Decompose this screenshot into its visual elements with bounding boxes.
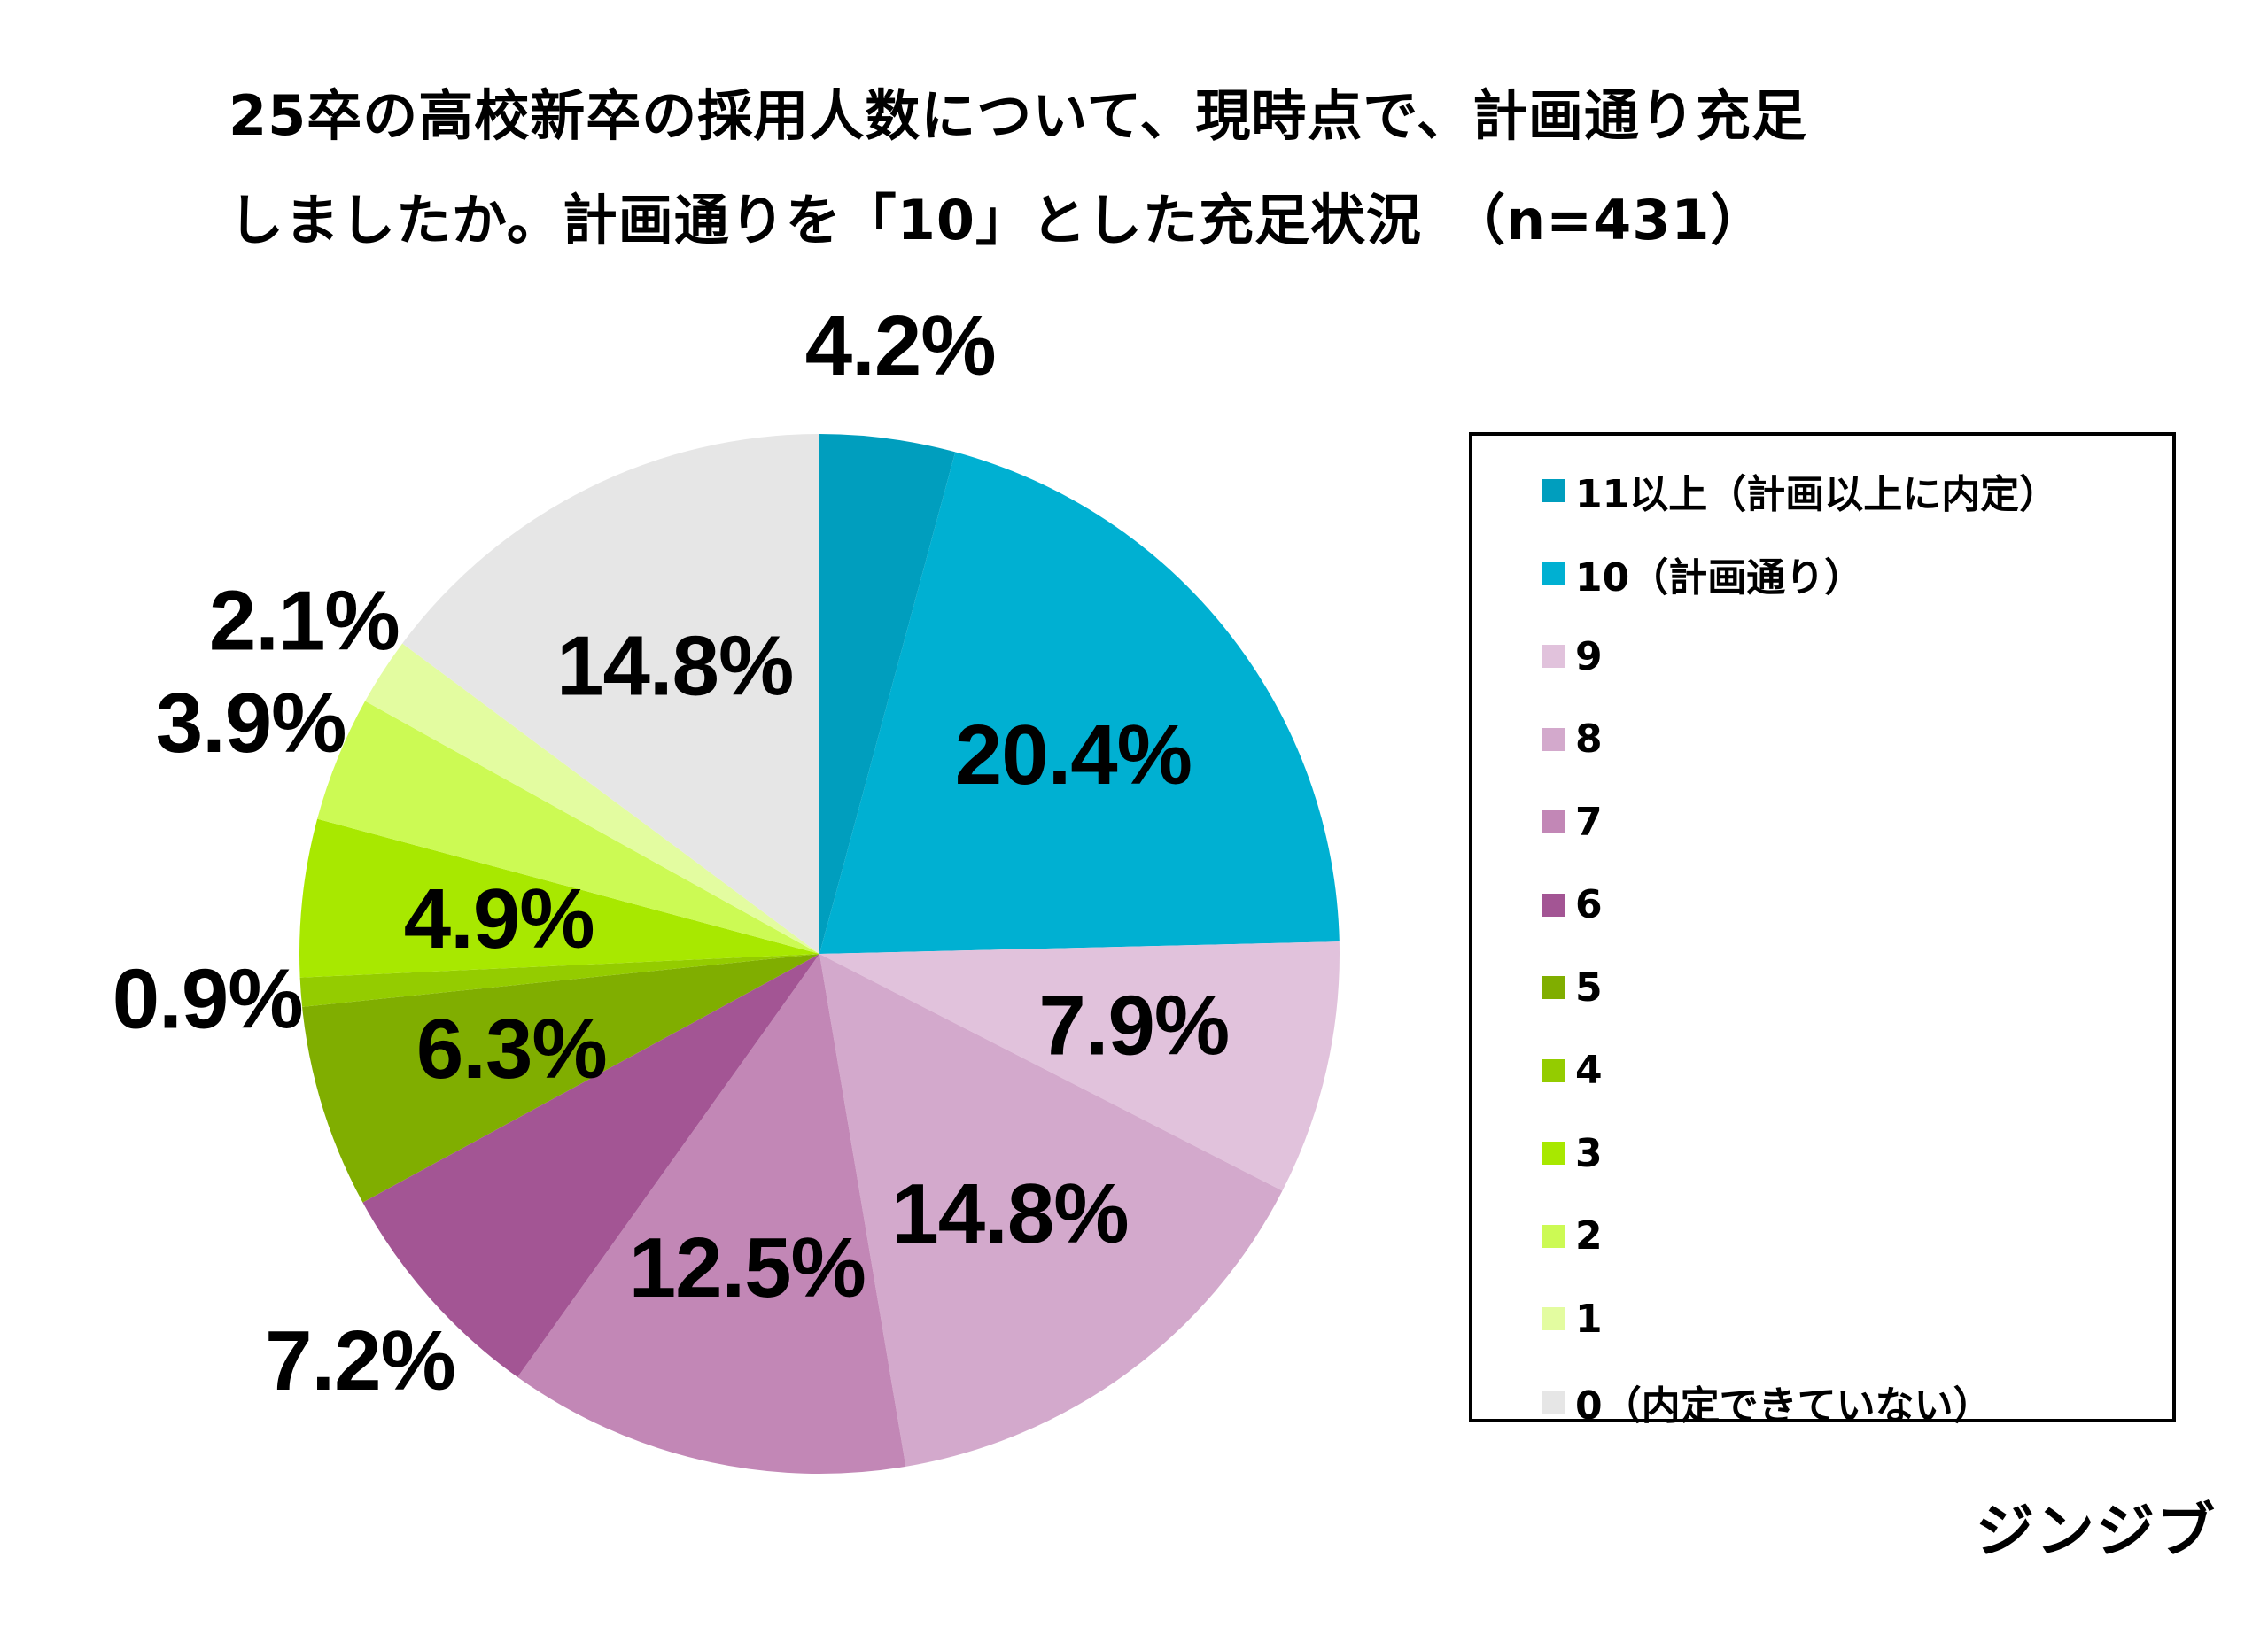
legend-swatch xyxy=(1542,1307,1565,1330)
legend-swatch xyxy=(1542,1390,1565,1414)
pie-slice-7 xyxy=(299,954,819,1007)
legend-item: 3 xyxy=(1542,1127,1603,1180)
legend-item: 4 xyxy=(1542,1044,1603,1097)
legend-item: 11以上（計画以上に内定） xyxy=(1542,464,2058,517)
pie-slices xyxy=(299,434,1340,1475)
pie-slice-5 xyxy=(362,954,819,1377)
pie-slice-10 xyxy=(365,643,820,954)
pie-label-1: 20.4% xyxy=(955,708,1192,802)
legend-swatch xyxy=(1542,727,1565,751)
pie-slice-8 xyxy=(299,818,820,978)
legend-item: 6 xyxy=(1542,879,1603,932)
legend-swatch xyxy=(1542,1224,1565,1248)
pie-label-2: 7.9% xyxy=(1038,979,1229,1073)
pie-data-labels: 4.2% 20.4% 7.9% 14.8% 12.5% 7.2% 6.3% 0.9% 4.9% 3… xyxy=(113,298,1230,1408)
legend-label: 2 xyxy=(1575,1213,1603,1259)
legend-swatch xyxy=(1542,810,1565,833)
legend-item: 2 xyxy=(1542,1210,1603,1263)
pie-label-10: 2.1% xyxy=(209,573,400,668)
pie-slice-6 xyxy=(302,954,819,1203)
pie-slice-2 xyxy=(819,941,1340,1191)
legend-swatch xyxy=(1542,479,1565,502)
legend-item: 5 xyxy=(1542,961,1603,1014)
legend-label: 11以上（計画以上に内定） xyxy=(1575,472,2059,517)
legend-label: 10（計画通り） xyxy=(1575,554,1864,600)
legend-swatch xyxy=(1542,1142,1565,1165)
chart-title-line-2: しましたか。計画通りを「10」とした充足状況 （n=431） xyxy=(229,188,1767,252)
legend-label: 4 xyxy=(1575,1048,1603,1093)
legend-label: 1 xyxy=(1575,1296,1603,1342)
pie-label-0: 4.2% xyxy=(805,298,996,393)
pie-slice-1 xyxy=(819,452,1340,954)
pie-label-6: 6.3% xyxy=(416,1002,607,1096)
pie-label-11: 14.8% xyxy=(556,618,793,713)
pie-slice-3 xyxy=(819,954,1283,1467)
legend-label: 9 xyxy=(1575,633,1603,679)
legend-label: 8 xyxy=(1575,717,1603,762)
legend-item: 10（計画通り） xyxy=(1542,547,1863,600)
legend-label: 5 xyxy=(1575,965,1603,1011)
pie-label-8: 4.9% xyxy=(404,872,594,966)
legend-label: 0（内定できていない） xyxy=(1575,1383,1992,1429)
legend-item: 9 xyxy=(1542,630,1603,683)
legend-item: 0（内定できていない） xyxy=(1542,1375,1992,1429)
legend-item: 7 xyxy=(1542,795,1603,848)
chart-title-line-1: 25卒の高校新卒の採用人数について、現時点で、計画通り充足 xyxy=(229,83,1807,148)
pie-label-4: 12.5% xyxy=(629,1220,866,1315)
pie-slice-0 xyxy=(819,434,956,954)
pie-slice-4 xyxy=(517,954,906,1475)
legend-label: 7 xyxy=(1575,799,1603,845)
legend-label: 3 xyxy=(1575,1130,1603,1176)
legend-label: 6 xyxy=(1575,882,1603,927)
legend-swatch xyxy=(1542,562,1565,585)
chart-legend: 11以上（計画以上に内定） 10（計画通り） 9 8 7 6 5 4 3 2 1 0（内定できていない… xyxy=(1469,432,2176,1429)
pie-slice-9 xyxy=(317,701,819,954)
pie-label-7: 0.9% xyxy=(113,952,303,1047)
legend-item: 1 xyxy=(1542,1292,1603,1345)
chart-title: 25卒の高校新卒の採用人数について、現時点で、計画通り充足 しましたか。計画通り… xyxy=(229,64,2089,273)
pie-slice-11 xyxy=(402,434,819,954)
legend-swatch xyxy=(1542,1058,1565,1082)
legend-item: 8 xyxy=(1542,713,1603,766)
pie-label-9: 3.9% xyxy=(156,676,346,771)
pie-label-5: 7.2% xyxy=(265,1313,455,1408)
pie-label-3: 14.8% xyxy=(891,1166,1128,1261)
legend-swatch xyxy=(1542,893,1565,917)
legend-swatch xyxy=(1542,645,1565,668)
legend-swatch xyxy=(1542,976,1565,999)
brand-logo-text: ジンジブ xyxy=(1976,1497,2217,1565)
